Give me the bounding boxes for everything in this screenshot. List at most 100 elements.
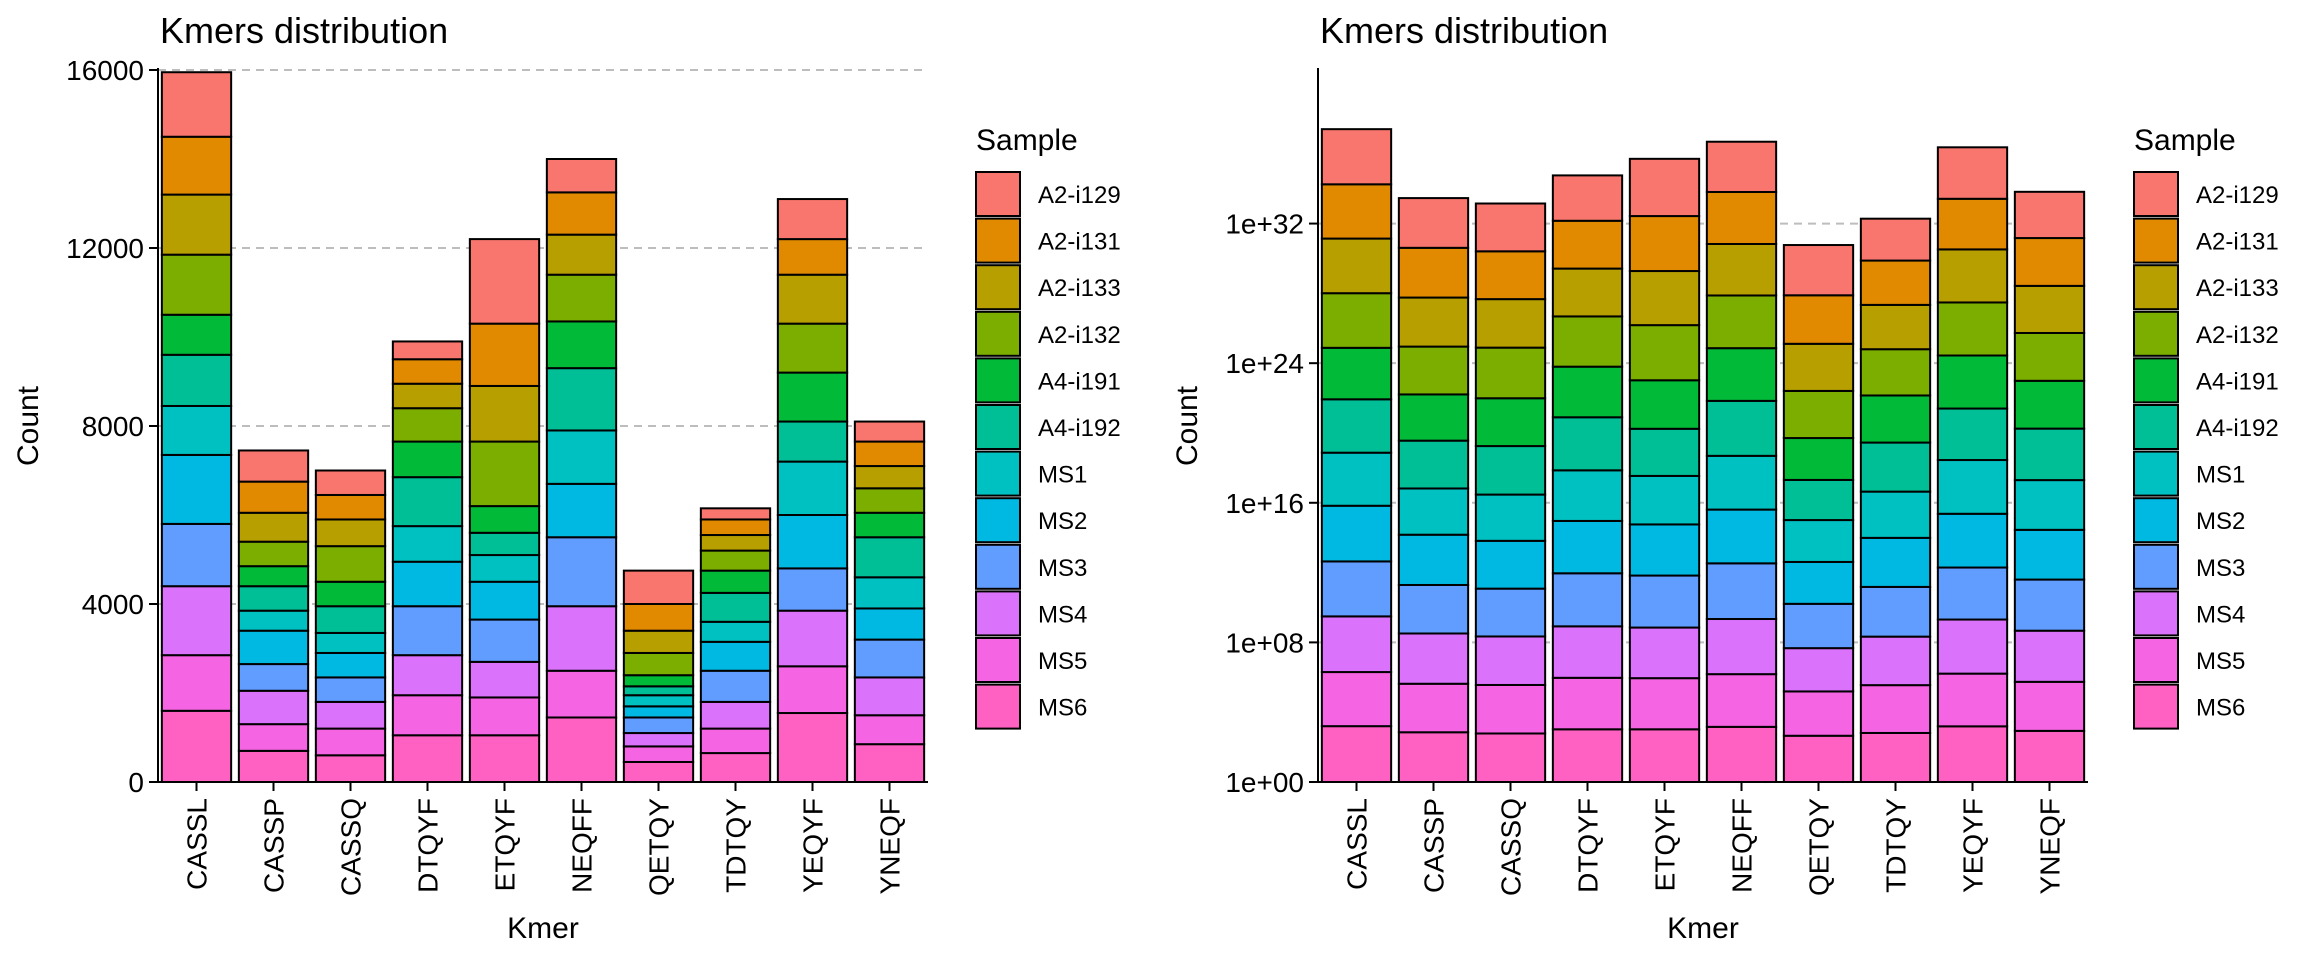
bar-segment <box>622 603 695 632</box>
legend-label: MS4 <box>2196 601 2245 628</box>
bar-segment <box>776 420 849 463</box>
bar-segment <box>776 567 849 612</box>
bar-segment <box>1320 237 1393 295</box>
bar-segment <box>1782 647 1855 693</box>
bar-segment <box>1782 294 1855 345</box>
legend-swatch <box>975 683 1021 730</box>
bar-segment <box>1859 490 1932 539</box>
chart-title: Kmers distribution <box>160 10 448 51</box>
x-axis-title: Kmer <box>1667 912 1739 945</box>
legend-swatch <box>975 637 1021 683</box>
bar-segment <box>545 716 618 783</box>
bar-segment <box>237 511 310 543</box>
bar-segment <box>1859 217 1932 262</box>
bar-segment <box>237 540 310 568</box>
bar-segment <box>1551 416 1624 472</box>
bar-segment <box>545 669 618 719</box>
bar-segment <box>776 273 849 325</box>
bar-segment <box>545 536 618 608</box>
legend-swatch <box>2133 543 2179 590</box>
legend-swatch <box>2133 404 2179 450</box>
bar-segment <box>1628 379 1701 430</box>
bar-segment <box>1551 469 1624 522</box>
bar-segment <box>2013 729 2086 784</box>
bar-segment <box>1628 626 1701 680</box>
y-axis-title: Count <box>1171 385 1204 466</box>
bar-segment <box>237 629 310 666</box>
bar-segment <box>622 705 695 719</box>
bar-segment <box>314 651 387 679</box>
x-tick-label: ETQYF <box>1650 798 1681 891</box>
y-tick-label: 16000 <box>66 55 144 86</box>
bar-segment <box>1628 523 1701 577</box>
bar-segment <box>622 674 695 688</box>
bar-segment <box>237 689 310 726</box>
x-tick-label: QETQY <box>1804 798 1835 896</box>
legend-label: A2-i129 <box>1038 182 1121 209</box>
bar-segment <box>160 313 233 356</box>
legend-swatch <box>975 310 1021 357</box>
bar-segment <box>776 665 849 715</box>
x-tick-label: YNEQF <box>875 798 906 894</box>
bar-segment <box>853 465 926 490</box>
x-tick-label: CASSQ <box>336 798 367 896</box>
bar-segment <box>699 518 772 537</box>
bar-segment <box>160 522 233 588</box>
bar-segment <box>853 576 926 610</box>
bar-segment <box>545 482 618 539</box>
legend-swatch <box>975 404 1021 450</box>
bar-segment <box>1705 140 1778 193</box>
bar-segment <box>1705 725 1778 784</box>
legend-swatch <box>2133 497 2179 544</box>
bar-segment <box>1859 394 1932 444</box>
bar-segment <box>1474 202 1547 253</box>
bar-segment <box>391 407 464 443</box>
legend-swatch <box>2133 217 2179 264</box>
legend-swatch <box>975 543 1021 590</box>
bar-segment <box>314 700 387 730</box>
bar-segment <box>1320 451 1393 507</box>
legend-swatch <box>2133 683 2179 730</box>
bar-segment <box>1782 560 1855 605</box>
bar-segment <box>1320 671 1393 728</box>
bar-segment <box>1474 346 1547 400</box>
legend-swatch <box>2133 264 2179 311</box>
bar-segment <box>314 605 387 634</box>
bar-segment <box>853 638 926 679</box>
x-axis-title: Kmer <box>507 912 579 945</box>
bar-segment <box>391 605 464 657</box>
bar-segment <box>776 371 849 423</box>
bar-segment <box>391 440 464 479</box>
bar-segment <box>468 322 541 387</box>
legend-label: A2-i132 <box>2196 322 2279 349</box>
x-tick-label: TDTQY <box>721 798 752 893</box>
bar-segment <box>776 712 849 784</box>
bar-segment <box>699 569 772 594</box>
legend-swatch <box>2133 590 2179 637</box>
bar-segment <box>622 694 695 708</box>
bar-segment <box>468 554 541 583</box>
legend-label: A4-i191 <box>1038 368 1121 395</box>
bar-segment <box>314 493 387 521</box>
bar-segment <box>1936 354 2009 410</box>
bar-segment <box>1551 267 1624 318</box>
legend-label: A4-i192 <box>1038 415 1121 442</box>
bar-segment <box>1936 725 2009 783</box>
x-tick-label: CASSL <box>182 798 213 890</box>
bar-segment <box>391 382 464 410</box>
bar-segment <box>1782 244 1855 297</box>
bar-segment <box>314 545 387 583</box>
x-tick-label: TDTQY <box>1881 798 1912 893</box>
bar-segment <box>2013 528 2086 581</box>
bar-segment <box>1474 493 1547 542</box>
legend-label: MS1 <box>2196 462 2245 489</box>
bar-segment <box>1782 519 1855 563</box>
bar-segment <box>1551 572 1624 628</box>
legend-swatch <box>975 590 1021 637</box>
x-tick-label: NEQFF <box>567 798 598 893</box>
bar-segment <box>776 609 849 668</box>
bar-segment <box>1320 560 1393 618</box>
legend-swatch <box>975 450 1021 497</box>
bar-segment <box>699 549 772 572</box>
